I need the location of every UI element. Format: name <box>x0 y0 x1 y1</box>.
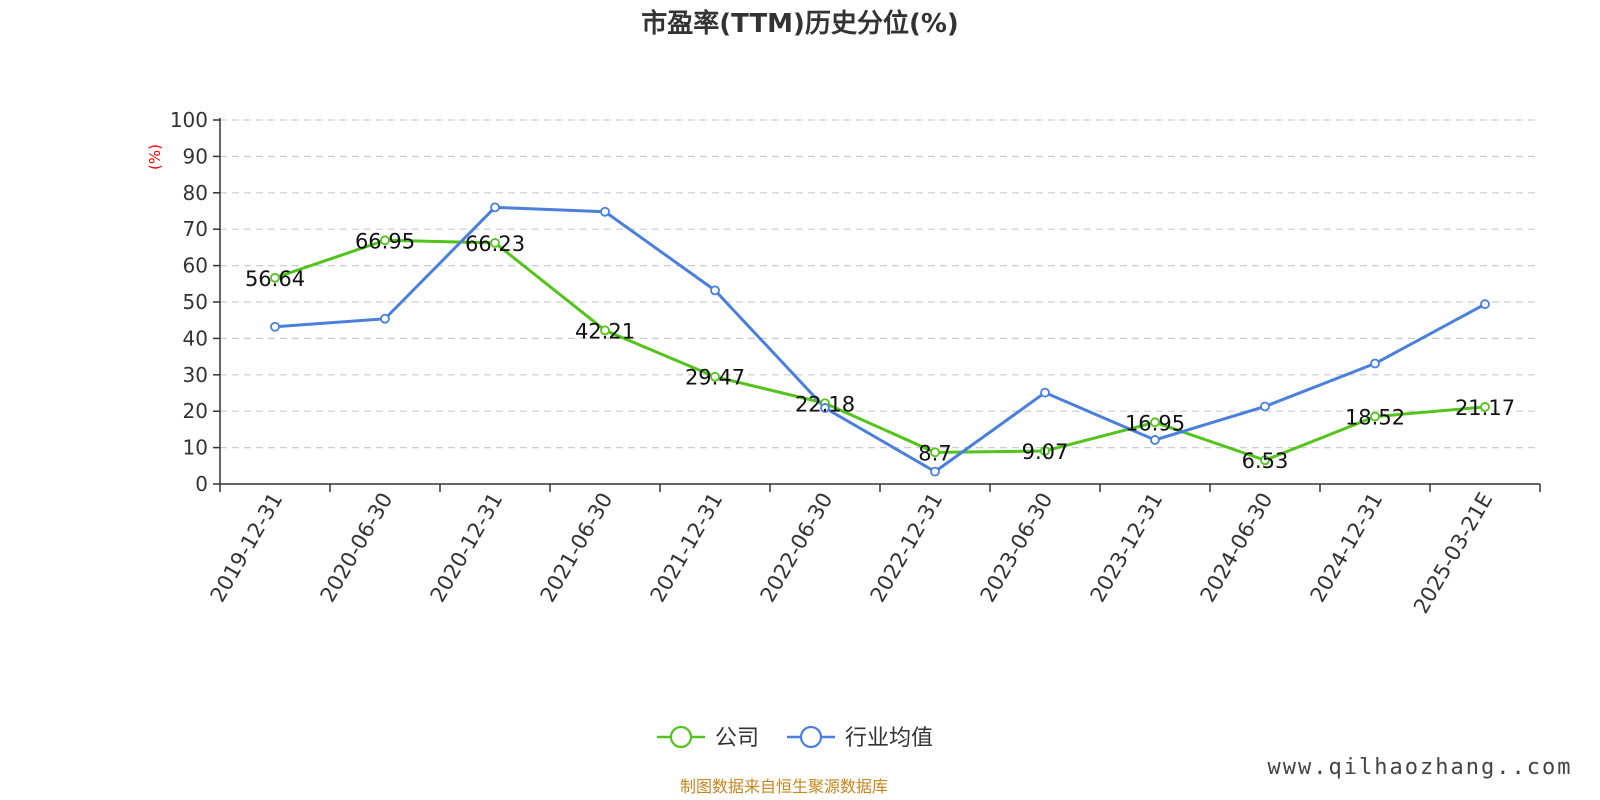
legend-item-0[interactable]: 公司 <box>657 725 759 751</box>
y-tick-label: 70 <box>183 217 208 241</box>
x-tick-labels: 2019-12-31 2020-06-30 2020-12-31 2021-06-30… <box>206 489 1498 618</box>
x-tick-label: 2019-12-31 <box>206 489 288 607</box>
data-point <box>1150 435 1160 445</box>
data-point <box>1040 446 1050 456</box>
data-point <box>710 285 720 296</box>
grid-lines <box>220 119 1540 449</box>
data-point <box>1370 358 1380 369</box>
data-point <box>930 466 940 477</box>
data-point <box>1260 401 1270 412</box>
data-label: 18.52 <box>1345 406 1405 430</box>
data-label: 66.95 <box>355 229 415 253</box>
data-point <box>600 206 610 217</box>
data-label: 22.18 <box>795 392 855 416</box>
x-tick-label: 2020-12-31 <box>426 489 508 607</box>
legend-marker <box>799 725 823 749</box>
series-line-1 <box>274 205 1486 474</box>
data-point <box>1480 402 1490 412</box>
y-tick-label: 10 <box>183 436 208 460</box>
y-tick-label: 60 <box>183 254 208 278</box>
data-point <box>490 202 500 213</box>
y-tick-label: 40 <box>183 326 208 350</box>
legend-marker <box>669 725 693 749</box>
legend[interactable]: 公司 行业均值 <box>657 725 933 751</box>
x-tick-label: 2024-06-30 <box>1196 489 1278 607</box>
data-label: 29.47 <box>685 366 745 390</box>
x-tick-label: 2021-06-30 <box>536 489 618 607</box>
y-tick-label: 20 <box>183 399 208 423</box>
data-point <box>1480 299 1490 310</box>
legend-item-1[interactable]: 行业均值 <box>787 725 933 751</box>
data-label: 66.23 <box>465 232 525 256</box>
source-note: 制图数据来自恒生聚源数据库 <box>680 777 888 796</box>
y-tick-labels: 0 10 20 30 40 50 60 70 80 90 100 <box>170 108 208 496</box>
x-tick-label: 2025-03-21E <box>1409 489 1497 618</box>
data-label: 9.07 <box>1022 440 1069 464</box>
data-point <box>1040 387 1050 398</box>
data-point <box>270 272 280 283</box>
data-point <box>600 325 610 336</box>
data-point <box>930 447 940 458</box>
series-points <box>270 202 1490 477</box>
x-tick-label: 2022-12-31 <box>866 489 948 607</box>
data-point <box>1150 417 1160 428</box>
data-point <box>1260 455 1270 466</box>
x-tick-label: 2021-12-31 <box>646 489 728 607</box>
x-tick-label: 2022-06-30 <box>756 489 838 607</box>
x-tick-label: 2023-06-30 <box>976 489 1058 607</box>
x-tick-label: 2023-12-31 <box>1086 489 1168 607</box>
data-label: 21.17 <box>1455 396 1515 420</box>
data-point <box>490 238 500 248</box>
axes <box>213 118 1541 492</box>
data-point <box>710 371 720 382</box>
x-tick-label: 2024-12-31 <box>1306 489 1388 607</box>
series-line-0 <box>274 238 1486 462</box>
chart-title: 市盈率(TTM)历史分位(%) <box>641 8 959 39</box>
y-tick-label: 90 <box>183 144 208 168</box>
y-axis-label: (%) <box>146 144 164 170</box>
data-point <box>380 235 390 246</box>
y-tick-label: 80 <box>183 181 208 205</box>
y-tick-label: 30 <box>183 363 208 387</box>
data-label: 8.7 <box>918 441 951 465</box>
data-label: 6.53 <box>1242 449 1289 473</box>
data-label: 56.64 <box>245 267 305 291</box>
legend-label: 行业均值 <box>845 726 933 751</box>
data-labels: 56.64 66.95 66.23 42.21 29.47 22.18 8.7 9.07 16.… <box>245 229 1515 473</box>
legend-label: 公司 <box>715 726 759 751</box>
y-tick-label: 100 <box>170 108 208 132</box>
data-point <box>270 321 280 332</box>
x-tick-label: 2020-06-30 <box>316 489 398 607</box>
data-label: 42.21 <box>575 319 635 343</box>
series-lines <box>274 205 1486 474</box>
watermark: www.qilhaozhang..com <box>1268 755 1573 780</box>
y-tick-label: 0 <box>195 472 208 496</box>
data-point <box>380 313 390 324</box>
data-point <box>820 403 830 413</box>
data-point <box>1370 411 1380 422</box>
y-tick-label: 50 <box>183 290 208 314</box>
data-label: 16.95 <box>1125 411 1185 435</box>
